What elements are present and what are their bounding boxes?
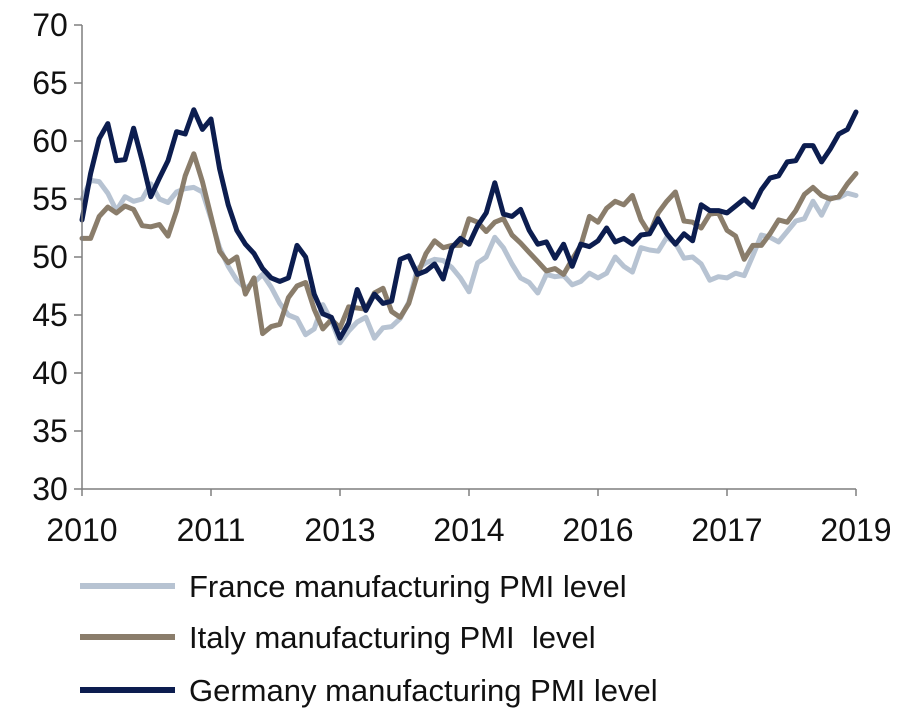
legend: France manufacturing PMI level Italy manu…: [80, 569, 658, 708]
x-ticks: 2010 2011 2013 2014 2016 2017 2019: [46, 489, 892, 548]
series-line-2: [79, 107, 859, 341]
y-tick-label: 40: [32, 355, 68, 391]
y-tick-label: 70: [32, 7, 68, 43]
legend-label-0: France manufacturing PMI level: [189, 569, 627, 604]
y-tick-label: 45: [32, 297, 68, 333]
x-tick-label: 2019: [820, 512, 891, 548]
y-tick-label: 35: [32, 413, 68, 449]
x-tick-label: 2014: [433, 512, 504, 548]
legend-label-1: Italy manufacturing PMI level: [189, 620, 596, 655]
y-ticks: 30 35 40 45 50 55 60 65 70: [32, 7, 82, 507]
x-tick-label: 2013: [304, 512, 375, 548]
plot-lines: [79, 107, 859, 346]
y-tick-label: 55: [32, 181, 68, 217]
x-tick-label: 2010: [46, 512, 117, 548]
x-tick-label: 2017: [691, 512, 762, 548]
y-tick-label: 50: [32, 239, 68, 275]
y-tick-label: 30: [32, 471, 68, 507]
y-tick-label: 60: [32, 123, 68, 159]
legend-label-2: Germany manufacturing PMI level: [189, 673, 658, 708]
axes: [81, 25, 856, 490]
x-tick-label: 2011: [177, 512, 246, 548]
series-line-1: [79, 151, 859, 337]
x-tick-label: 2016: [562, 512, 633, 548]
y-tick-label: 65: [32, 65, 68, 101]
